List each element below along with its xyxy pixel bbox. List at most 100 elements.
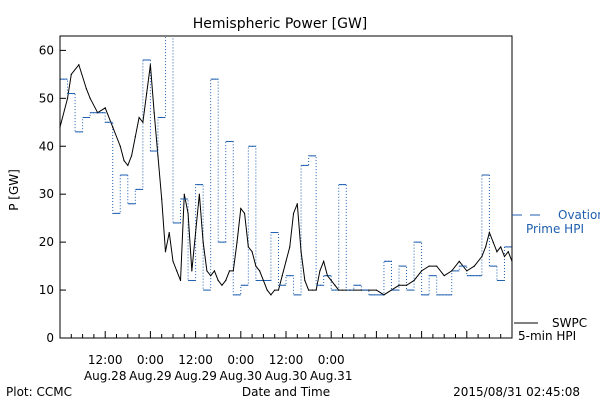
x-tick-date-label: Aug.31: [310, 369, 353, 383]
swpc-point: [142, 121, 144, 123]
swpc-point: [183, 193, 185, 195]
swpc-point: [289, 246, 291, 248]
plot-area: [59, 35, 513, 296]
swpc-series-line: [59, 63, 513, 296]
swpc-point: [187, 212, 189, 214]
swpc-point: [308, 289, 310, 291]
swpc-point: [138, 116, 140, 119]
y-axis-ticks: 0 10 20 30 40 50 60: [39, 43, 66, 345]
footer-timestamp: 2015/08/31 02:45:08: [453, 385, 580, 399]
swpc-point: [119, 145, 121, 147]
swpc-point: [326, 275, 329, 277]
swpc-point: [390, 289, 393, 291]
swpc-point: [210, 275, 212, 277]
swpc-point: [66, 97, 69, 99]
swpc-point: [89, 97, 91, 99]
swpc-point: [247, 246, 249, 248]
swpc-point: [507, 251, 509, 253]
swpc-point: [405, 284, 408, 286]
swpc-point: [176, 270, 178, 272]
swpc-point: [127, 164, 129, 167]
swpc-point: [104, 107, 106, 109]
swpc-point: [458, 260, 460, 262]
swpc-point: [292, 212, 295, 214]
swpc-point: [492, 241, 494, 243]
swpc-point: [334, 284, 336, 286]
swpc-point: [436, 265, 438, 267]
y-tick-label: 30: [39, 187, 54, 201]
swpc-point: [300, 251, 302, 253]
swpc-point: [259, 270, 261, 272]
swpc-point: [255, 265, 257, 267]
legend-swpc-label-1: SWPC: [552, 316, 587, 330]
swpc-point: [161, 198, 163, 200]
x-tick-time-label: 12:00: [269, 353, 304, 367]
swpc-point: [206, 270, 208, 272]
swpc-point: [443, 275, 445, 277]
plot-frame: [59, 35, 513, 339]
swpc-point: [221, 284, 223, 286]
x-tick-time-label: 0:00: [227, 353, 254, 367]
swpc-point: [315, 289, 317, 291]
swpc-point: [243, 212, 246, 214]
x-tick-time-label: 12:00: [178, 353, 213, 367]
swpc-point: [130, 155, 133, 157]
y-tick-label: 60: [39, 43, 54, 57]
x-tick-time-label: 0:00: [318, 353, 345, 367]
swpc-point: [112, 126, 114, 128]
swpc-point: [496, 251, 498, 253]
x-axis-label: Date and Time: [242, 385, 330, 399]
swpc-point: [398, 284, 400, 286]
swpc-point: [473, 265, 475, 267]
swpc-point: [368, 289, 370, 291]
swpc-point: [360, 289, 362, 291]
swpc-point: [285, 260, 287, 262]
footer-credit: Plot: CCMC: [6, 385, 72, 399]
swpc-point: [202, 241, 204, 243]
swpc-point: [85, 88, 87, 90]
swpc-point: [383, 294, 385, 296]
swpc-point: [341, 289, 344, 291]
swpc-point: [232, 270, 234, 272]
swpc-point: [149, 64, 151, 66]
swpc-point: [503, 255, 506, 258]
swpc-point: [281, 275, 283, 277]
x-tick-date-label: Aug.28: [84, 369, 127, 383]
swpc-point: [349, 289, 351, 291]
x-tick-time-label: 0:00: [137, 353, 164, 367]
swpc-point: [323, 260, 325, 262]
x-tick-time-label: 12:00: [88, 353, 123, 367]
swpc-point: [485, 246, 487, 248]
legend-swpc-label-2: 5-min HPI: [518, 329, 576, 343]
swpc-point: [353, 289, 355, 291]
swpc-point: [270, 294, 272, 296]
swpc-point: [213, 270, 216, 272]
swpc-point: [500, 246, 502, 248]
swpc-point: [225, 279, 227, 282]
swpc-point: [195, 231, 197, 234]
swpc-point: [134, 136, 136, 138]
y-tick-label: 50: [39, 91, 54, 105]
swpc-point: [296, 203, 298, 205]
legend-ovation-label-2: Prime HPI: [526, 222, 584, 236]
swpc-point: [319, 270, 321, 272]
swpc-point: [421, 270, 423, 272]
legend-ovation-label-1: Ovation: [558, 208, 600, 222]
swpc-point: [168, 231, 170, 234]
swpc-point: [164, 251, 167, 253]
swpc-point: [217, 279, 219, 282]
swpc-point: [146, 92, 148, 95]
y-axis-label: P [GW]: [7, 169, 21, 211]
swpc-point: [198, 193, 200, 195]
swpc-point: [236, 241, 238, 243]
x-axis-ticks: 12:00 Aug.28 0:00 Aug.29 12:00 Aug.29 0:00 Aug.…: [59, 331, 513, 383]
swpc-point: [413, 279, 415, 282]
y-tick-label: 10: [39, 283, 54, 297]
swpc-point: [345, 289, 347, 291]
x-tick-date-label: Aug.30: [220, 369, 263, 383]
swpc-point: [172, 260, 174, 262]
swpc-point: [338, 289, 340, 291]
swpc-point: [251, 251, 253, 253]
swpc-point: [153, 112, 155, 114]
